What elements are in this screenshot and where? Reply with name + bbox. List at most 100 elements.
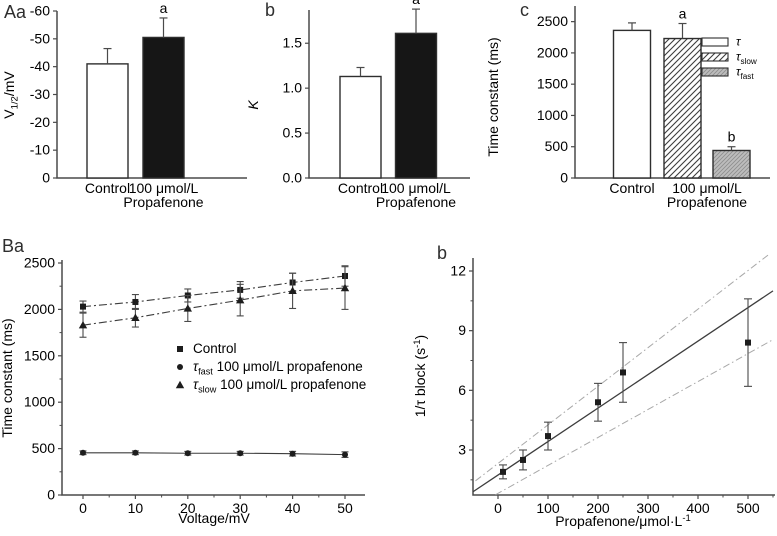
y-tick-label: 1500 <box>24 347 55 363</box>
axis-spines <box>574 6 770 179</box>
x-tick-label: 20 <box>180 500 196 516</box>
circle-marker <box>184 450 191 457</box>
panel-v-half: Aa 0 -10 -20 -30 -40 -50 -60 V1/2/mV a Control 100… <box>0 0 255 230</box>
circle-marker <box>80 449 86 456</box>
category-label: Propafenone <box>376 194 456 210</box>
x-tick-label: 0 <box>79 500 87 516</box>
x-axis: 0 100 200 300 400 500 <box>494 495 774 516</box>
legend-label: τfast 100 μmol/L propafenone <box>193 359 363 377</box>
y-tick-label: 2000 <box>24 301 55 317</box>
y-tick-label: 1000 <box>24 394 55 410</box>
bar-Ac-1 <box>663 37 702 179</box>
y-tick-label: 1.0 <box>283 80 303 96</box>
x-tick-label: 200 <box>586 500 610 516</box>
square-marker <box>520 456 526 463</box>
x-axis-label: Propafenone/μmol·L-1 <box>555 513 691 529</box>
category-label: 100 μmol/L <box>381 180 451 196</box>
circle-marker <box>177 364 183 370</box>
panel-label-Ba: Ba <box>2 236 25 256</box>
category-label: Propafenone <box>123 194 203 210</box>
bars-group: a <box>86 0 185 179</box>
significance-letter: a <box>679 6 687 22</box>
triangle-marker <box>78 320 88 329</box>
circle-marker <box>132 449 139 456</box>
legend-swatch <box>701 67 729 77</box>
y-axis: 0.0 0.5 1.0 1.5 <box>283 35 309 186</box>
significance-letter: b <box>728 129 736 145</box>
legend-label: τslow 100 μmol/L propafenone <box>193 377 366 395</box>
square-marker <box>132 298 139 305</box>
y-axis: 0 500 1000 1500 2000 2500 <box>24 255 62 503</box>
category-label: Control <box>338 180 383 196</box>
y-axis: 0 500 1000 1500 2000 2500 <box>537 13 575 186</box>
bar-Aa-1 <box>142 36 185 179</box>
x-tick-label: 300 <box>636 500 660 516</box>
y-tick-label: -40 <box>30 58 50 74</box>
category-label: 100 μmol/L <box>672 180 742 196</box>
series-0 <box>79 265 349 313</box>
y-tick-label: -60 <box>30 3 50 19</box>
square-marker <box>595 399 601 406</box>
panel-time-constant-bars: c 0 500 1000 1500 2000 2500 Time constant (ms)… <box>480 0 777 230</box>
y-tick-label: 0.5 <box>283 125 303 141</box>
axis-spines <box>472 258 775 496</box>
category-label: Propafenone <box>667 194 747 210</box>
y-tick-label: -10 <box>30 142 50 158</box>
axis-spines <box>308 10 470 179</box>
square-marker <box>80 303 86 310</box>
y-axis-label: V1/2/mV <box>1 71 21 119</box>
confidence-line-upper <box>475 254 769 482</box>
triangle-marker <box>175 380 185 389</box>
y-tick-label: -20 <box>30 114 50 130</box>
triangle-marker <box>236 295 245 304</box>
circle-marker <box>342 451 348 458</box>
x-tick-label: 0 <box>494 500 502 516</box>
significance-letter: a <box>412 0 420 7</box>
legend-label: Control <box>193 341 237 356</box>
y-tick-label: 0 <box>47 487 55 503</box>
data-points <box>499 298 752 480</box>
y-tick-label: 1.5 <box>283 35 303 51</box>
square-marker <box>620 369 626 376</box>
bar-Ab-1 <box>394 32 438 179</box>
bar-Aa-0 <box>86 63 129 179</box>
y-tick-label: 1500 <box>537 76 568 92</box>
x-tick-label: 50 <box>337 500 353 516</box>
circle-marker <box>289 450 296 457</box>
y-axis-label: Time constant (ms) <box>485 37 501 156</box>
y-tick-label: 500 <box>32 440 56 456</box>
scatter-chart-Bb: 3 6 9 12 0 100 200 300 400 500 1/τ block (s-1) Prop… <box>412 254 775 529</box>
significance-letter: a <box>160 0 168 16</box>
circle-marker <box>237 450 244 457</box>
panel-label-Aa: Aa <box>4 2 27 22</box>
y-tick-label: 1000 <box>537 107 568 123</box>
y-axis-label: Time constant (ms) <box>0 318 15 437</box>
panel-label-Ac: c <box>520 0 529 20</box>
x-axis: 0 10 20 30 40 50 <box>79 495 353 516</box>
y-tick-label: 0.0 <box>283 170 303 186</box>
triangle-marker <box>183 304 192 312</box>
legend: Control τfast 100 μmol/L propafenoneτslow… <box>175 341 366 395</box>
square-marker <box>500 468 506 475</box>
category-label: Control <box>85 180 130 196</box>
square-marker <box>745 339 751 346</box>
series-2 <box>78 266 350 338</box>
x-tick-label: 40 <box>285 500 301 516</box>
y-tick-label: 2000 <box>537 44 568 60</box>
triangle-marker <box>340 283 350 292</box>
legend-label: τfast <box>736 65 754 82</box>
panel-time-constant-voltage: Ba 0 500 1000 1500 2000 2500 0 10 20 30 40 50 Time c… <box>0 230 400 536</box>
confidence-line-lower <box>495 339 774 496</box>
y-tick-label: -50 <box>30 30 50 46</box>
bar-Ac-2 <box>712 149 751 179</box>
bars-group: ab <box>612 6 751 179</box>
x-tick-label: 10 <box>128 500 144 516</box>
